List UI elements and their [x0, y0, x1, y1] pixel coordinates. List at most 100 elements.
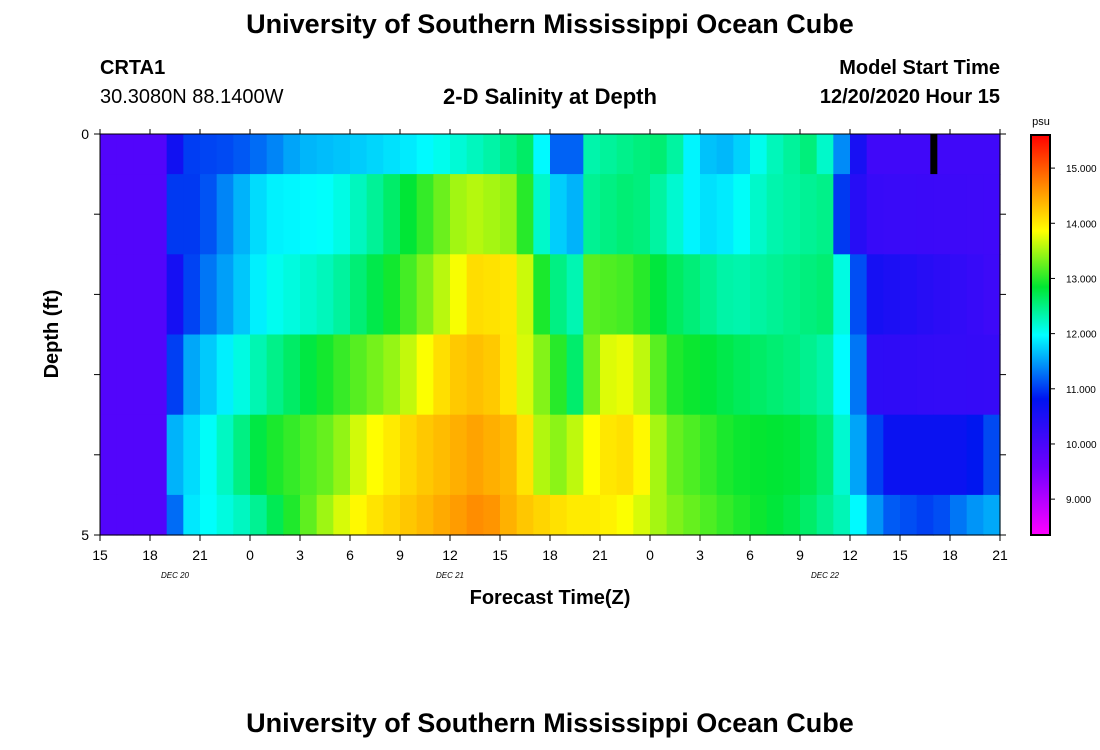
heatmap-cell — [150, 254, 168, 336]
heatmap-cell — [350, 414, 368, 496]
y-axis: 05 — [81, 126, 1006, 543]
heatmap-cell — [950, 254, 968, 336]
heatmap-cell — [333, 414, 351, 496]
heatmap-cell — [133, 254, 151, 336]
heatmap-cell — [283, 414, 301, 496]
time-marker-bar — [930, 134, 938, 175]
date-label: DEC 20 — [161, 571, 190, 580]
heatmap-cell — [916, 334, 934, 416]
heatmap-cell — [266, 254, 284, 336]
heatmap-cell — [483, 134, 501, 175]
heatmap-cell — [233, 494, 251, 536]
heatmap-cell — [300, 494, 318, 536]
heatmap-cell — [733, 494, 751, 536]
heatmap-cell — [333, 174, 351, 255]
heatmap-cell — [733, 334, 751, 416]
heatmap-cell — [150, 414, 168, 496]
heatmap-cell — [183, 334, 201, 416]
heatmap-cell — [233, 334, 251, 416]
heatmap-cell — [266, 494, 284, 536]
x-tick-label: 9 — [796, 547, 804, 563]
heatmap-cell — [833, 334, 851, 416]
heatmap-cell — [633, 134, 651, 175]
heatmap-cell — [900, 174, 918, 255]
heatmap-cell — [766, 174, 784, 255]
heatmap-cell — [933, 494, 951, 536]
heatmap-cell — [950, 494, 968, 536]
colorbar-tick-label: 11.000 — [1066, 385, 1096, 396]
heatmap-cell — [683, 494, 701, 536]
heatmap-cell — [250, 334, 268, 416]
x-tick-label: 12 — [442, 547, 458, 563]
heatmap-cell — [483, 334, 501, 416]
x-tick-label: 21 — [992, 547, 1008, 563]
heatmap-cell — [766, 414, 784, 496]
heatmap-cell — [350, 134, 368, 175]
heatmap-cell — [216, 414, 234, 496]
heatmap-cell — [700, 134, 718, 175]
heatmap-cell — [100, 414, 118, 496]
heatmap-cell — [400, 134, 418, 175]
model-start-label: Model Start Time — [839, 57, 1000, 79]
heatmap-cell — [450, 334, 468, 416]
heatmap-cell — [850, 254, 868, 336]
x-axis-label: Forecast Time(Z) — [470, 587, 631, 609]
heatmap-cell — [433, 334, 451, 416]
heatmap-cell — [450, 254, 468, 336]
heatmap-cell — [783, 134, 801, 175]
heatmap-cell — [683, 174, 701, 255]
heatmap-cell — [966, 134, 984, 175]
heatmap-cell — [933, 414, 951, 496]
heatmap-cell — [150, 174, 168, 255]
heatmap-cell — [650, 254, 668, 336]
heatmap-cell — [833, 134, 851, 175]
heatmap-cell — [483, 494, 501, 536]
heatmap-cell — [816, 174, 834, 255]
heatmap-cell — [750, 494, 768, 536]
heatmap-cell — [350, 334, 368, 416]
heatmap-cell — [183, 494, 201, 536]
heatmap-cell — [966, 174, 984, 255]
heatmap-cell — [516, 134, 534, 175]
heatmap-cell — [333, 334, 351, 416]
heatmap-cell — [466, 334, 484, 416]
heatmap-cell — [433, 254, 451, 336]
heatmap-cell — [266, 414, 284, 496]
heatmap-cell — [583, 134, 601, 175]
heatmap-cell — [950, 414, 968, 496]
colorbar-gradient — [1030, 134, 1051, 536]
heatmap-cell — [616, 334, 634, 416]
heatmap-cell — [733, 254, 751, 336]
heatmap-cell — [383, 174, 401, 255]
heatmap-cell — [583, 334, 601, 416]
heatmap-cell — [866, 254, 884, 336]
heatmap-cell — [733, 174, 751, 255]
heatmap-cell — [150, 494, 168, 536]
heatmap-cell — [150, 134, 168, 175]
heatmap-cell — [283, 174, 301, 255]
heatmap-cell — [450, 134, 468, 175]
heatmap-cell — [316, 494, 334, 536]
heatmap-cell — [216, 494, 234, 536]
heatmap-cell — [850, 174, 868, 255]
heatmap-cell — [916, 174, 934, 255]
heatmap-cell — [250, 494, 268, 536]
colorbar-ticks: 9.000 10.000 11.000 12.000 13.000 14.000 15.00… — [1050, 164, 1097, 506]
x-tick-label: 18 — [942, 547, 958, 563]
heatmap-cell — [833, 494, 851, 536]
heatmap-cell — [500, 334, 518, 416]
heatmap-cell — [350, 494, 368, 536]
heatmap-cell — [483, 174, 501, 255]
heatmap-cell — [283, 134, 301, 175]
heatmap-cell — [600, 414, 618, 496]
heatmap-cell — [483, 414, 501, 496]
heatmap-cell — [983, 174, 1001, 255]
heatmap-cell — [383, 494, 401, 536]
heatmap-cell — [400, 414, 418, 496]
heatmap-cell — [750, 254, 768, 336]
heatmap-cell — [633, 174, 651, 255]
heatmap-cell — [566, 174, 584, 255]
heatmap-cell — [283, 334, 301, 416]
heatmap-cell — [333, 254, 351, 336]
x-tick-label: 0 — [646, 547, 654, 563]
